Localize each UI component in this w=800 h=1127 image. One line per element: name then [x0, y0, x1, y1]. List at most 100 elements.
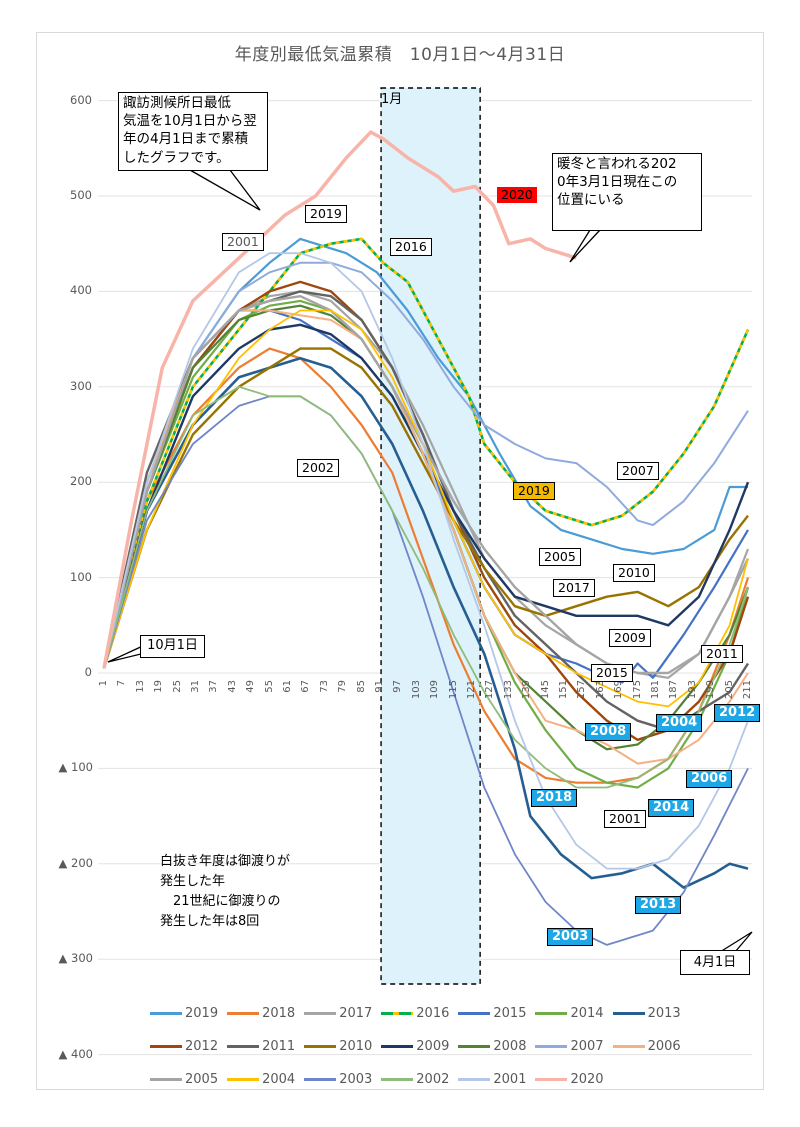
legend-item-2006: 2006 [612, 1039, 681, 1054]
legend-swatch-icon [535, 1045, 568, 1048]
legend-swatch-icon [612, 1045, 645, 1048]
legend-item-2014: 2014 [535, 1006, 604, 1021]
series-line-2001 [103, 252, 749, 870]
x-tick-label: 157 [576, 680, 588, 700]
legend-swatch-icon [304, 1012, 337, 1015]
series-line-2006 [103, 309, 749, 765]
x-tick-label: 61 [282, 680, 293, 693]
legend-item-2009: 2009 [381, 1039, 449, 1054]
legend-item-2003: 2003 [304, 1072, 372, 1087]
legend-item-2007: 2007 [535, 1039, 604, 1054]
warm-winter-callout: 暖冬と言われる202 0年3月1日現在この 位置にいる [552, 153, 702, 231]
year-tag-2010: 2010 [613, 564, 655, 582]
chart-title: 年度別最低気温累積 10月1日～4月31日 [234, 45, 566, 65]
x-tick-label: 133 [502, 680, 514, 700]
x-tick-label: 97 [392, 680, 404, 693]
otowatari-note: 白抜き年度は御渡りが 発生した年 21世紀に御渡りの 発生した年は8回 [160, 854, 291, 929]
legend-swatch-icon [535, 1078, 568, 1081]
series-line-2004 [103, 309, 749, 708]
legend-swatch-icon [381, 1045, 414, 1048]
x-tick-label: 7 [116, 680, 128, 687]
x-tick-label: 67 [300, 680, 312, 693]
x-tick-label: 151 [558, 680, 569, 700]
legend-label: 2017 [339, 1006, 373, 1021]
legend-swatch-icon [304, 1045, 337, 1048]
y-tick-label: 400 [70, 283, 92, 298]
x-tick-label: 85 [355, 680, 367, 693]
end-pointer [717, 931, 753, 953]
legend-item-2001: 2001 [458, 1072, 526, 1087]
legend-item-2002: 2002 [381, 1072, 449, 1087]
year-tag-2004: 2004 [656, 714, 703, 732]
legend-item-2011: 2011 [227, 1039, 295, 1054]
x-tick-label: 25 [171, 680, 183, 693]
legend-item-2016: 2016 [381, 1006, 449, 1021]
year-tag-2019: 2019 [513, 482, 555, 500]
y-tick-label: ▲ 400 [58, 1046, 93, 1061]
legend-item-2010: 2010 [304, 1039, 372, 1054]
series-line-2019 [102, 237, 748, 669]
x-tick-label: 103 [410, 680, 422, 700]
main-note-pointer [187, 169, 261, 211]
year-tag-2001: 2001 [604, 810, 646, 828]
legend-swatch-icon [150, 1078, 182, 1081]
year-tag-2012: 2012 [714, 704, 761, 722]
year-tag-2011: 2011 [701, 645, 743, 663]
legend-swatch-icon [612, 1012, 645, 1015]
legend-swatch-icon [227, 1012, 260, 1015]
legend-label: 2014 [570, 1006, 604, 1021]
series-line-2020 [102, 130, 577, 669]
year-tag-2017: 2017 [553, 579, 595, 597]
legend-label: 2003 [339, 1072, 373, 1087]
y-tick-label: 300 [70, 378, 92, 393]
legend-label: 2002 [416, 1072, 450, 1087]
main-note-callout: 諏訪測候所日最低 気温を10月1日から翌 年の4月1日まで累積 したグラフです。 [118, 92, 268, 171]
series-line-2002 [103, 385, 749, 789]
legend-label: 2020 [570, 1072, 604, 1087]
series-line-2003 [103, 395, 749, 946]
legend-label: 2005 [185, 1072, 219, 1087]
x-tick-label: 121 [466, 680, 477, 700]
y-tick-label: 100 [70, 569, 92, 584]
series-line-2007 [103, 261, 749, 669]
legend-swatch-icon [458, 1045, 491, 1048]
legend: 2019 2018 2017 2016 2015 2014 2013 2012 2011 2010… [150, 997, 681, 1096]
legend-label: 2011 [262, 1039, 296, 1054]
legend-swatch-icon [535, 1012, 568, 1015]
legend-label: 2001 [493, 1072, 527, 1087]
legend-label: 2016 [416, 1006, 450, 1021]
legend-item-2020: 2020 [535, 1072, 604, 1087]
legend-label: 2010 [339, 1039, 373, 1054]
legend-item-2018: 2018 [227, 1006, 295, 1021]
legend-item-2017: 2017 [304, 1006, 372, 1021]
year-tag-2016: 2016 [390, 238, 432, 256]
x-tick-label: 127 [484, 680, 496, 700]
legend-swatch-icon [458, 1078, 491, 1081]
legend-item-2015: 2015 [458, 1006, 526, 1021]
x-tick-label: 13 [134, 680, 146, 693]
january-band-label: 1月 [381, 92, 403, 107]
y-tick-label: 200 [70, 474, 92, 489]
x-tick-label: 169 [613, 680, 625, 700]
end-date-callout: 4月1日 [680, 950, 750, 975]
legend-swatch-icon [227, 1078, 260, 1081]
start-date-callout: 10月1日 [140, 635, 205, 658]
legend-swatch-icon [304, 1078, 337, 1081]
x-tick-label: 115 [447, 680, 459, 700]
year-tag-2008: 2008 [585, 723, 632, 741]
x-tick-label: 19 [153, 680, 165, 693]
legend-item-2012: 2012 [150, 1039, 218, 1054]
legend-label: 2018 [262, 1006, 296, 1021]
x-tick-label: 145 [539, 680, 551, 700]
y-tick-label: 500 [70, 188, 92, 202]
x-tick-label: 175 [631, 680, 643, 700]
x-tick-label: 1 [98, 680, 109, 687]
y-tick-label: ▲ 200 [58, 855, 93, 870]
year-tag-2019: 2019 [305, 205, 347, 223]
x-tick-label: 55 [263, 680, 275, 693]
y-tick-label: 600 [70, 92, 92, 107]
series-line-2005 [102, 295, 750, 675]
legend-swatch-icon [150, 1045, 182, 1048]
y-tick-label: 0 [84, 665, 92, 679]
